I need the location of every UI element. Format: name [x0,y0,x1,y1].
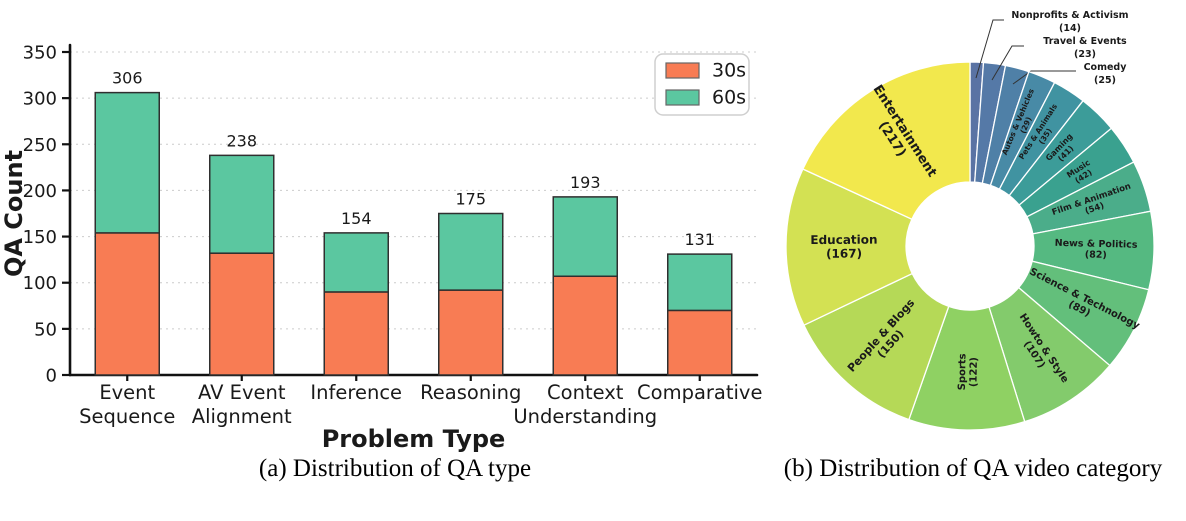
pie-slice-label: News & Politics(82) [1054,238,1138,262]
bar-60s-segment [323,232,389,293]
x-tick-label: Event [99,381,155,404]
bar-60s-segment [667,253,733,312]
x-tick-label: Reasoning [420,381,521,404]
bar-30s-segment [552,275,618,376]
y-tick-label: 200 [23,181,57,202]
bar-total-label: 175 [455,190,486,209]
bar-total-label: 131 [684,230,715,249]
x-tick-label: Context [547,381,624,404]
bar-total-label: 193 [570,173,601,192]
legend-swatch-60s [665,89,700,106]
pie-external-label: Comedy [1084,62,1128,73]
bar-30s-segment [209,252,275,376]
y-tick-label: 0 [46,366,57,387]
y-tick-label: 300 [23,89,57,110]
qa-type-panel: 0 50 100 150 200 250 300 350 QA Count 306 Event Seq… [0,43,762,483]
x-tick-label: Inference [310,381,402,404]
y-tick-label: 50 [34,319,57,340]
pie-slice-education [785,168,914,327]
y-axis-label: QA Count [0,150,28,277]
bar-60s-segment [209,154,275,254]
bar-30s-segment [94,232,160,376]
leader-line [991,45,1024,81]
y-tick-label: 350 [23,43,57,64]
leader-line [1012,70,1076,85]
x-tick-label: Understanding [513,405,657,428]
pie-external-value: (14) [1059,23,1081,34]
pie-slice-people-blogs [803,272,950,421]
bar-total-label: 154 [341,209,372,228]
donut-chart: Nonprofits & Activism (14) Travel & Events… [785,10,1155,431]
y-tick-label: 150 [23,227,57,248]
legend-swatch-30s [665,62,700,79]
video-category-panel: Nonprofits & Activism (14) Travel & Events… [760,0,1186,521]
bar-30s-segment [667,309,733,376]
pie-external-label: Travel & Events [1043,36,1127,47]
bar-60s-segment [94,91,160,234]
bar-chart: 0 50 100 150 200 250 300 350 QA Count 306 EventSeq… [0,43,762,453]
leader-line [975,19,1004,79]
y-tick-label: 250 [23,135,57,156]
caption-b: (b) Distribution of QA video category [783,455,1163,482]
x-tick-label: Alignment [192,405,292,428]
legend-label-30s: 30s [712,60,746,82]
y-tick-label: 100 [23,273,57,294]
bar-total-label: 306 [112,69,143,88]
x-tick-label: Comparative [637,381,762,404]
x-axis-label: Problem Type [322,425,506,452]
pie-slice-entertainment [802,61,971,221]
bar-60s-segment [438,212,504,291]
pie-external-value: (23) [1074,49,1096,60]
bar-30s-segment [438,289,504,376]
pie-slice-label: Sports(122) [957,353,980,390]
x-tick-label: AV Event [198,381,286,404]
x-tick-label: Sequence [79,405,175,428]
caption-a: (a) Distribution of QA type [258,455,532,482]
legend-label-60s: 60s [712,87,746,109]
pie-external-value: (25) [1094,75,1116,86]
bar-60s-segment [552,196,618,278]
pie-slice-label: Education (167) [810,233,877,261]
bar-30s-segment [323,291,389,376]
pie-external-label: Nonprofits & Activism [1011,10,1128,21]
bar-total-label: 238 [226,131,257,150]
